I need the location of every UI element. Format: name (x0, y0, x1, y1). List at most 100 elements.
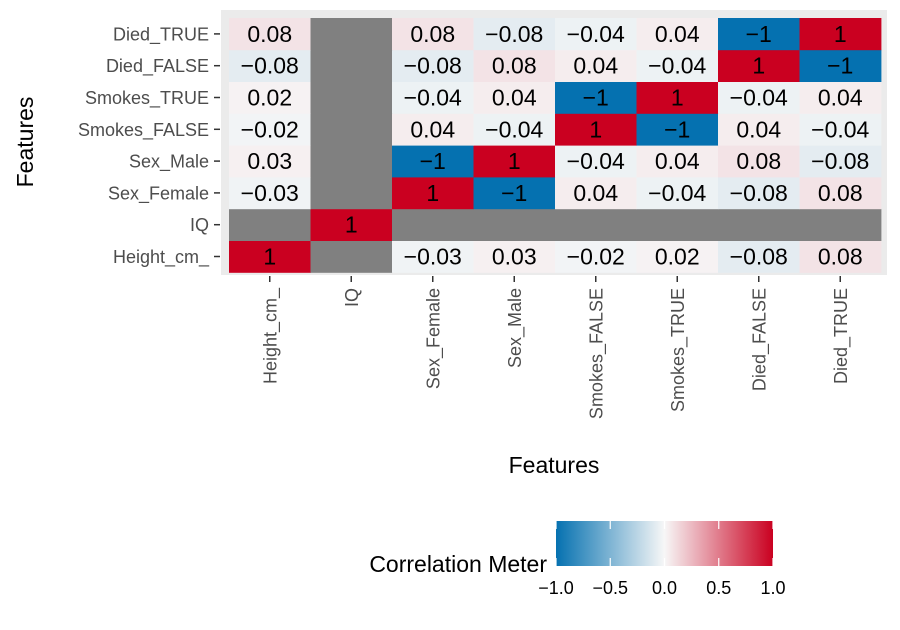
cell-value-label: −0.02 (567, 244, 625, 270)
legend-tick-label: −1.0 (538, 578, 574, 598)
y-tick-label: IQ (190, 215, 209, 235)
heatmap-cell (473, 145, 556, 178)
y-tick-label: Smokes_FALSE (78, 120, 209, 141)
heatmap-cell (799, 49, 882, 82)
heatmap-cell (392, 18, 474, 51)
cell-value-label: −0.03 (241, 180, 299, 206)
cell-value-label: 0.04 (492, 85, 537, 111)
cell-value-label: 1 (589, 116, 602, 142)
heatmap-cell (310, 177, 393, 210)
heatmap-cell (229, 208, 311, 241)
legend-tick-label: 1.0 (760, 578, 785, 598)
heatmap-cell (555, 240, 637, 273)
heatmap-cells: 1 −0.03 0.03 −0.02 0.02 −0.08 0.08 1 −0.03 1 −1 0.0… (229, 18, 882, 273)
heatmap-cell (392, 208, 474, 241)
heatmap-cell (392, 113, 474, 146)
heatmap-cell (636, 18, 719, 51)
cell-value-label: 1 (752, 53, 765, 79)
heatmap-cell (799, 177, 882, 210)
heatmap-cell (799, 208, 882, 241)
heatmap-cell (718, 81, 800, 114)
cell-value-label: −1 (664, 116, 690, 142)
heatmap-cell (555, 18, 637, 51)
heatmap-cell (473, 177, 556, 210)
heatmap-cell (555, 208, 637, 241)
heatmap-cell (799, 145, 882, 178)
heatmap-cell (555, 49, 637, 82)
heatmap-cell (799, 18, 882, 51)
cell-value-label: −0.04 (811, 116, 869, 142)
legend-ticks: −1.0 −0.5 0.0 0.5 1.0 (538, 521, 786, 598)
heatmap-cell (310, 113, 393, 146)
cell-value-label: −0.08 (241, 53, 299, 79)
cell-value-label: 0.08 (818, 244, 863, 270)
x-tick-label: Smokes_FALSE (586, 288, 607, 419)
heatmap-cell (718, 208, 800, 241)
y-tick-label: Died_FALSE (106, 56, 209, 77)
cell-value-label: −0.08 (811, 148, 869, 174)
cell-value-label: 0.04 (410, 116, 455, 142)
cell-value-label: 0.04 (573, 180, 618, 206)
cell-value-label: −1 (583, 85, 609, 111)
cell-value-label: −0.04 (730, 85, 788, 111)
heatmap-cell (473, 18, 556, 51)
heatmap-cell (555, 145, 637, 178)
cell-value-label: 0.03 (492, 244, 537, 270)
legend-tick-label: 0.5 (706, 578, 731, 598)
cell-value-label: 0.08 (247, 21, 292, 47)
legend-tick-label: −0.5 (592, 578, 628, 598)
x-tick-label: Sex_Male (505, 288, 526, 368)
cell-value-label: 0.08 (818, 180, 863, 206)
heatmap-cell (229, 145, 311, 178)
cell-value-label: −1 (827, 53, 853, 79)
x-tick-label: Height_cm_ (260, 287, 281, 384)
y-tick-label: Died_TRUE (113, 24, 209, 45)
x-axis-title: Features (509, 452, 600, 478)
cell-value-label: −0.03 (404, 244, 462, 270)
cell-value-label: −0.04 (567, 148, 625, 174)
heatmap-cell (473, 49, 556, 82)
x-tick-label: Died_TRUE (831, 288, 852, 384)
cell-value-label: 1 (345, 212, 358, 238)
x-tick-label: Smokes_TRUE (668, 288, 689, 412)
cell-value-label: 0.04 (818, 85, 863, 111)
cell-value-label: −0.08 (485, 21, 543, 47)
heatmap-cell (310, 18, 393, 51)
heatmap-cell (555, 177, 637, 210)
heatmap-cell (636, 49, 719, 82)
cell-value-label: −0.08 (730, 244, 788, 270)
cell-value-label: −0.04 (648, 53, 706, 79)
cell-value-label: −0.08 (404, 53, 462, 79)
heatmap-cell (229, 49, 311, 82)
cell-value-label: 0.08 (736, 148, 781, 174)
heatmap-cell (229, 177, 311, 210)
cell-value-label: 1 (263, 244, 276, 270)
x-tick-label: IQ (342, 288, 362, 307)
heatmap-cell (636, 177, 719, 210)
cell-value-label: −0.04 (485, 116, 543, 142)
heatmap-cell (636, 81, 719, 114)
heatmap-cell (229, 81, 311, 114)
heatmap-cell (718, 49, 800, 82)
heatmap-cell (636, 240, 719, 273)
heatmap-cell (718, 145, 800, 178)
x-tick-label: Sex_Female (423, 288, 444, 389)
cell-value-label: 0.04 (573, 53, 618, 79)
cell-value-label: −1 (746, 21, 772, 47)
cell-value-label: 0.03 (247, 148, 292, 174)
cell-value-label: 0.04 (655, 21, 700, 47)
heatmap-cell (799, 240, 882, 273)
cell-value-label: 0.08 (410, 21, 455, 47)
cell-value-label: −0.04 (567, 21, 625, 47)
cell-value-label: −1 (420, 148, 446, 174)
heatmap-cell (310, 145, 393, 178)
heatmap-cell (392, 49, 474, 82)
heatmap-cell (636, 145, 719, 178)
cell-value-label: 1 (834, 21, 847, 47)
cell-value-label: −0.02 (241, 116, 299, 142)
heatmap-cell (473, 208, 556, 241)
heatmap-cell (229, 113, 311, 146)
x-axis-ticks: Height_cm_ IQ Sex_Female Sex_Male Smokes_FAL… (260, 276, 852, 419)
heatmap-cell (392, 145, 474, 178)
heatmap-cell (229, 240, 311, 273)
